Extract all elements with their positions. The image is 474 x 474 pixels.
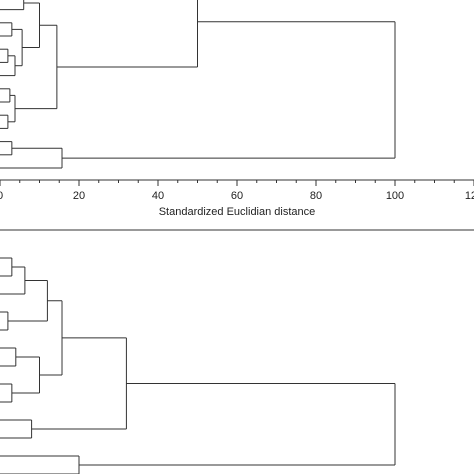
x-axis-label: Standardized Euclidian distance: [159, 206, 316, 218]
x-tick-label: 0: [0, 190, 3, 202]
x-tick-label: 100: [386, 190, 404, 202]
x-tick-label: 80: [310, 190, 322, 202]
x-tick-label: 60: [231, 190, 243, 202]
x-tick-label: 120: [465, 190, 474, 202]
x-tick-label: 40: [152, 190, 164, 202]
x-tick-label: 20: [73, 190, 85, 202]
